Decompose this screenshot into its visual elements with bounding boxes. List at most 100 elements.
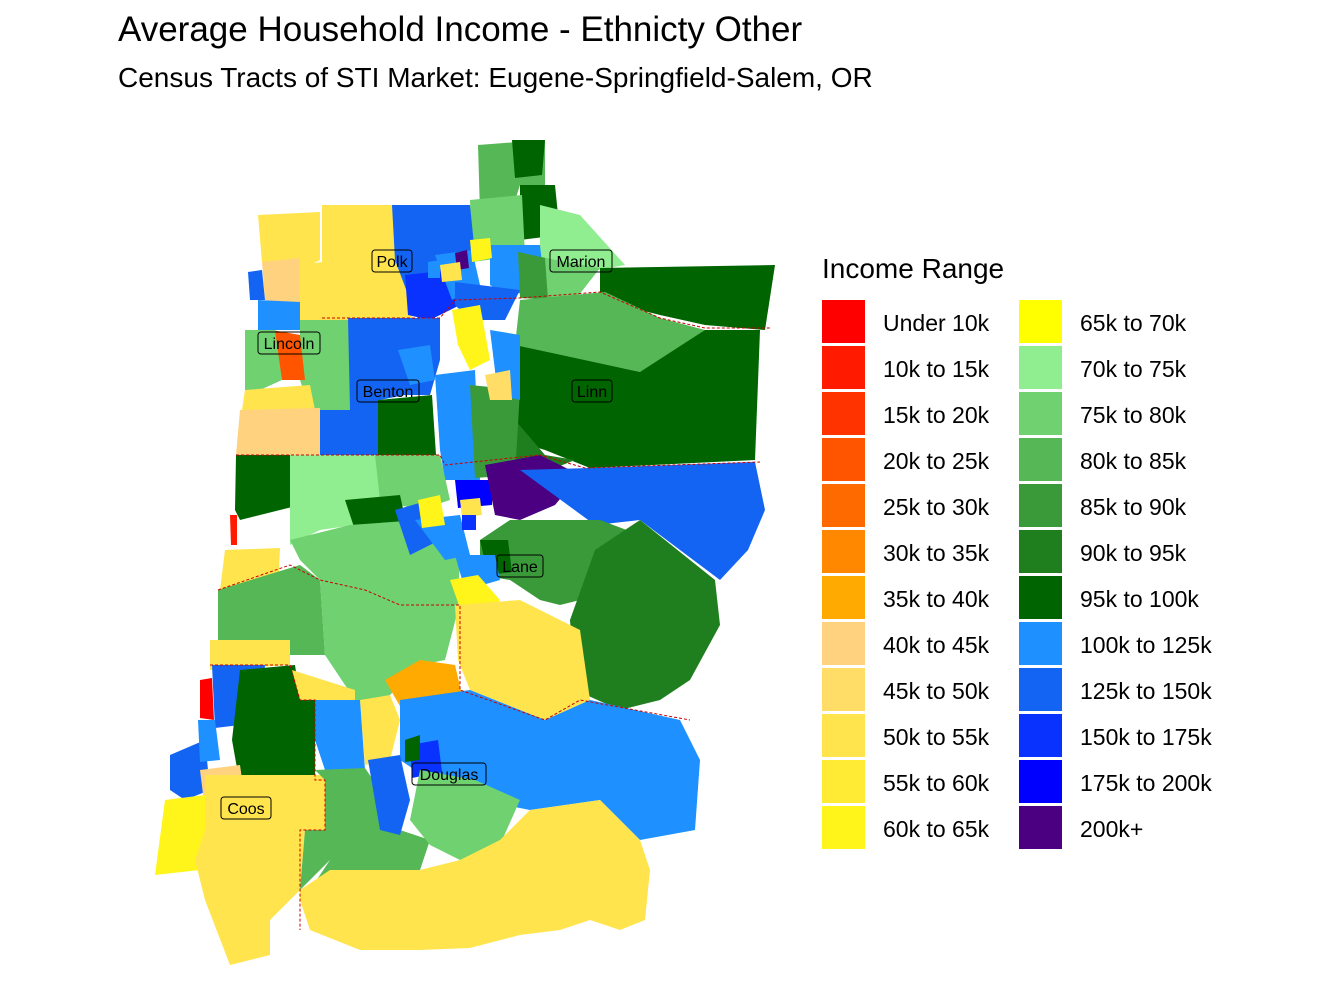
tract: [200, 678, 214, 720]
legend-label: 20k to 25k: [883, 448, 990, 474]
county-label-linn: Linn: [577, 384, 607, 401]
legend-label: 55k to 60k: [883, 770, 990, 796]
legend-label: 200k+: [1080, 816, 1144, 842]
legend-swatch: [1019, 346, 1062, 389]
tract: [600, 265, 775, 330]
legend-swatch: [1019, 622, 1062, 665]
legend-label: 85k to 90k: [1080, 494, 1187, 520]
tract: [236, 408, 320, 455]
tract: [410, 770, 520, 860]
legend-swatch: [1019, 714, 1062, 757]
tract: [515, 292, 705, 372]
legend-swatch: [822, 392, 865, 435]
legend-label: 75k to 80k: [1080, 402, 1187, 428]
tract: [262, 258, 300, 305]
tract: [378, 395, 436, 455]
tract: [258, 300, 300, 330]
tract: [300, 320, 350, 415]
county-label-lane: Lane: [502, 559, 538, 576]
tract: [428, 260, 440, 278]
tract: [520, 462, 765, 580]
tract: [368, 755, 410, 835]
tract: [452, 305, 490, 370]
tract: [455, 600, 590, 720]
tract: [360, 695, 400, 765]
legend-swatch: [822, 760, 865, 803]
tract: [398, 345, 435, 385]
legend-swatch: [1019, 438, 1062, 481]
tract: [232, 665, 315, 785]
tract: [218, 565, 325, 655]
tract: [435, 370, 480, 480]
map-title: Average Household Income - Ethnicty Othe…: [118, 10, 803, 49]
tract: [418, 495, 445, 528]
tract: [300, 800, 650, 950]
legend-label: 35k to 40k: [883, 586, 990, 612]
tract: [242, 385, 315, 410]
legend-label: 50k to 55k: [883, 724, 990, 750]
tract: [570, 520, 720, 710]
legend-label: 95k to 100k: [1080, 586, 1199, 612]
tract: [460, 498, 482, 517]
legend-label: 125k to 150k: [1080, 678, 1212, 704]
tract: [300, 262, 348, 325]
legend-label: 10k to 15k: [883, 356, 990, 382]
tract: [245, 330, 282, 390]
legend-label: 30k to 35k: [883, 540, 990, 566]
legend-label: 90k to 95k: [1080, 540, 1187, 566]
county-label-marion: Marion: [557, 254, 606, 271]
tract: [198, 720, 220, 762]
map-subtitle: Census Tracts of STI Market: Eugene-Spri…: [118, 62, 873, 93]
legend-label: 100k to 125k: [1080, 632, 1212, 658]
legend-swatch: [1019, 392, 1062, 435]
legend-swatch: [1019, 806, 1062, 849]
tract: [450, 575, 500, 610]
legend-swatch: [1019, 760, 1062, 803]
tract: [400, 690, 700, 840]
tract: [462, 515, 476, 530]
tract: [322, 205, 412, 318]
county-label-douglas: Douglas: [420, 767, 479, 784]
legend-swatch: [1019, 576, 1062, 619]
county-label-polk: Polk: [376, 254, 408, 271]
tract: [470, 385, 520, 478]
tract: [405, 735, 420, 762]
tract: [155, 795, 210, 875]
legend-swatch: [1019, 300, 1062, 343]
tract: [540, 205, 625, 270]
legend-label: Under 10k: [883, 310, 990, 336]
county-label-benton: Benton: [363, 384, 414, 401]
tract: [545, 258, 600, 300]
legend-swatch: [1019, 484, 1062, 527]
legend-swatch: [822, 438, 865, 481]
legend-swatch: [822, 668, 865, 711]
tract: [512, 140, 545, 178]
tract: [300, 768, 395, 890]
legend-swatch: [1019, 668, 1062, 711]
county-label-lincoln: Lincoln: [264, 336, 315, 353]
legend-label: 70k to 75k: [1080, 356, 1187, 382]
legend-label: 80k to 85k: [1080, 448, 1187, 474]
legend-label: 150k to 175k: [1080, 724, 1212, 750]
legend-title: Income Range: [822, 253, 1005, 284]
tract: [258, 212, 320, 270]
legend-swatch: [1019, 530, 1062, 573]
legend-label: 65k to 70k: [1080, 310, 1187, 336]
legend-swatch: [822, 622, 865, 665]
tract: [512, 330, 760, 468]
legend-swatch: [822, 300, 865, 343]
tract: [470, 238, 492, 262]
tract: [290, 520, 460, 700]
legend-label: 15k to 20k: [883, 402, 990, 428]
legend-swatch: [822, 576, 865, 619]
legend-swatch: [822, 530, 865, 573]
tract: [315, 700, 365, 770]
choropleth-map: Polk Marion Lincoln Benton Linn Lane Dou…: [155, 140, 775, 965]
tract: [248, 270, 265, 300]
county-label-coos: Coos: [227, 801, 264, 818]
legend-label: 40k to 45k: [883, 632, 990, 658]
legend-swatch: [822, 346, 865, 389]
legend-label: 175k to 200k: [1080, 770, 1212, 796]
legend-swatch: [822, 484, 865, 527]
tract: [210, 640, 290, 670]
